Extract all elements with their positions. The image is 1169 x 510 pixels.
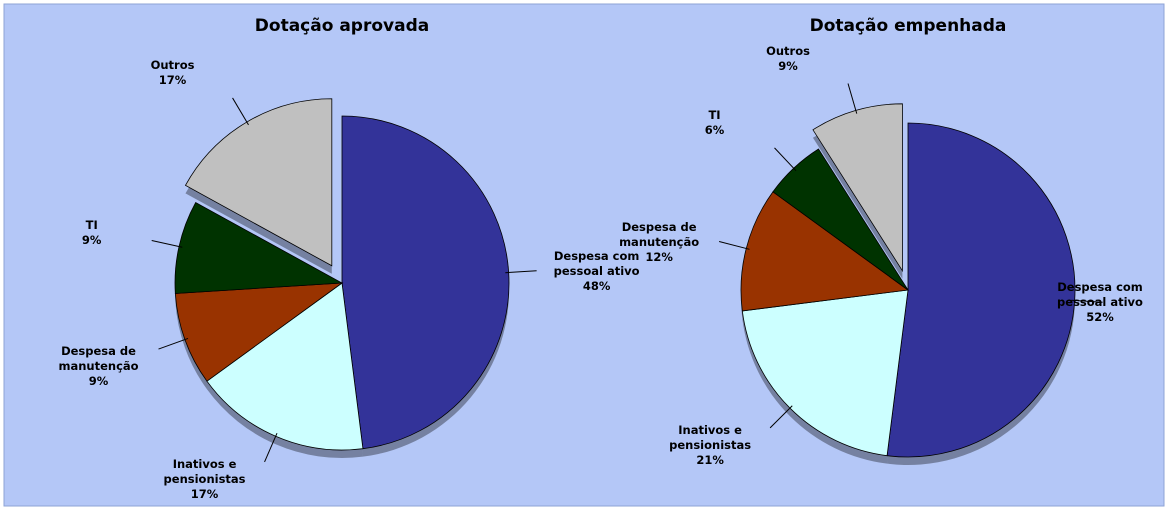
slice-label: Outros 9% — [728, 44, 848, 74]
slice-label: Inativos e pensionistas 17% — [145, 457, 265, 502]
slice-value-label: 21% — [696, 452, 724, 467]
slice-category: Outros — [150, 57, 195, 72]
slice-category: Inativos e pensionistas — [669, 422, 752, 452]
slice-value-label: 9% — [81, 233, 102, 248]
slice-category: Despesa com pessoal ativo — [1057, 280, 1143, 310]
slice-label: Despesa com pessoal ativo 52% — [1040, 280, 1160, 325]
leader-line — [232, 97, 249, 126]
leader-line — [847, 83, 858, 114]
slice-value-label: 6% — [704, 122, 725, 137]
slice-value-label: 17% — [190, 486, 219, 501]
slice-value-label: 9% — [778, 58, 798, 73]
slice-value-label: 17% — [158, 72, 187, 87]
slice-label: Outros 17% — [113, 58, 233, 88]
slice-category: Despesa de manutenção — [58, 344, 139, 374]
leader-line — [151, 239, 183, 248]
slice-label: Despesa de manutenção 9% — [39, 344, 159, 389]
slice-label: TI 6% — [655, 108, 775, 138]
leader-line — [774, 147, 797, 172]
slice-label: Inativos e pensionistas 21% — [650, 423, 770, 468]
slice-category: Despesa de manutenção — [619, 219, 700, 249]
slice-category: Inativos e pensionistas — [163, 456, 246, 486]
slice-label: TI 9% — [32, 218, 152, 248]
leader-line — [264, 433, 278, 463]
chart-title: Dotação aprovada — [254, 16, 430, 36]
slice-value-label: 9% — [88, 374, 109, 389]
chart-title: Dotação empenhada — [809, 16, 1007, 36]
leader-line — [1071, 299, 1103, 303]
slice-category: Outros — [766, 43, 810, 58]
slice-value-label: 52% — [1086, 310, 1114, 325]
slice-value-label: 48% — [582, 278, 611, 293]
leader-line — [719, 241, 750, 250]
slice-category: TI — [85, 218, 98, 233]
leader-line — [769, 405, 793, 429]
slice-value-label: 12% — [645, 249, 673, 264]
leader-line — [158, 337, 189, 350]
leader-line — [505, 270, 537, 274]
slice-label: Despesa com pessoal ativo 48% — [537, 249, 657, 294]
slice-label: Despesa de manutenção 12% — [599, 220, 719, 265]
slice-category: Despesa com pessoal ativo — [553, 248, 640, 278]
slice-category: TI — [708, 107, 721, 122]
